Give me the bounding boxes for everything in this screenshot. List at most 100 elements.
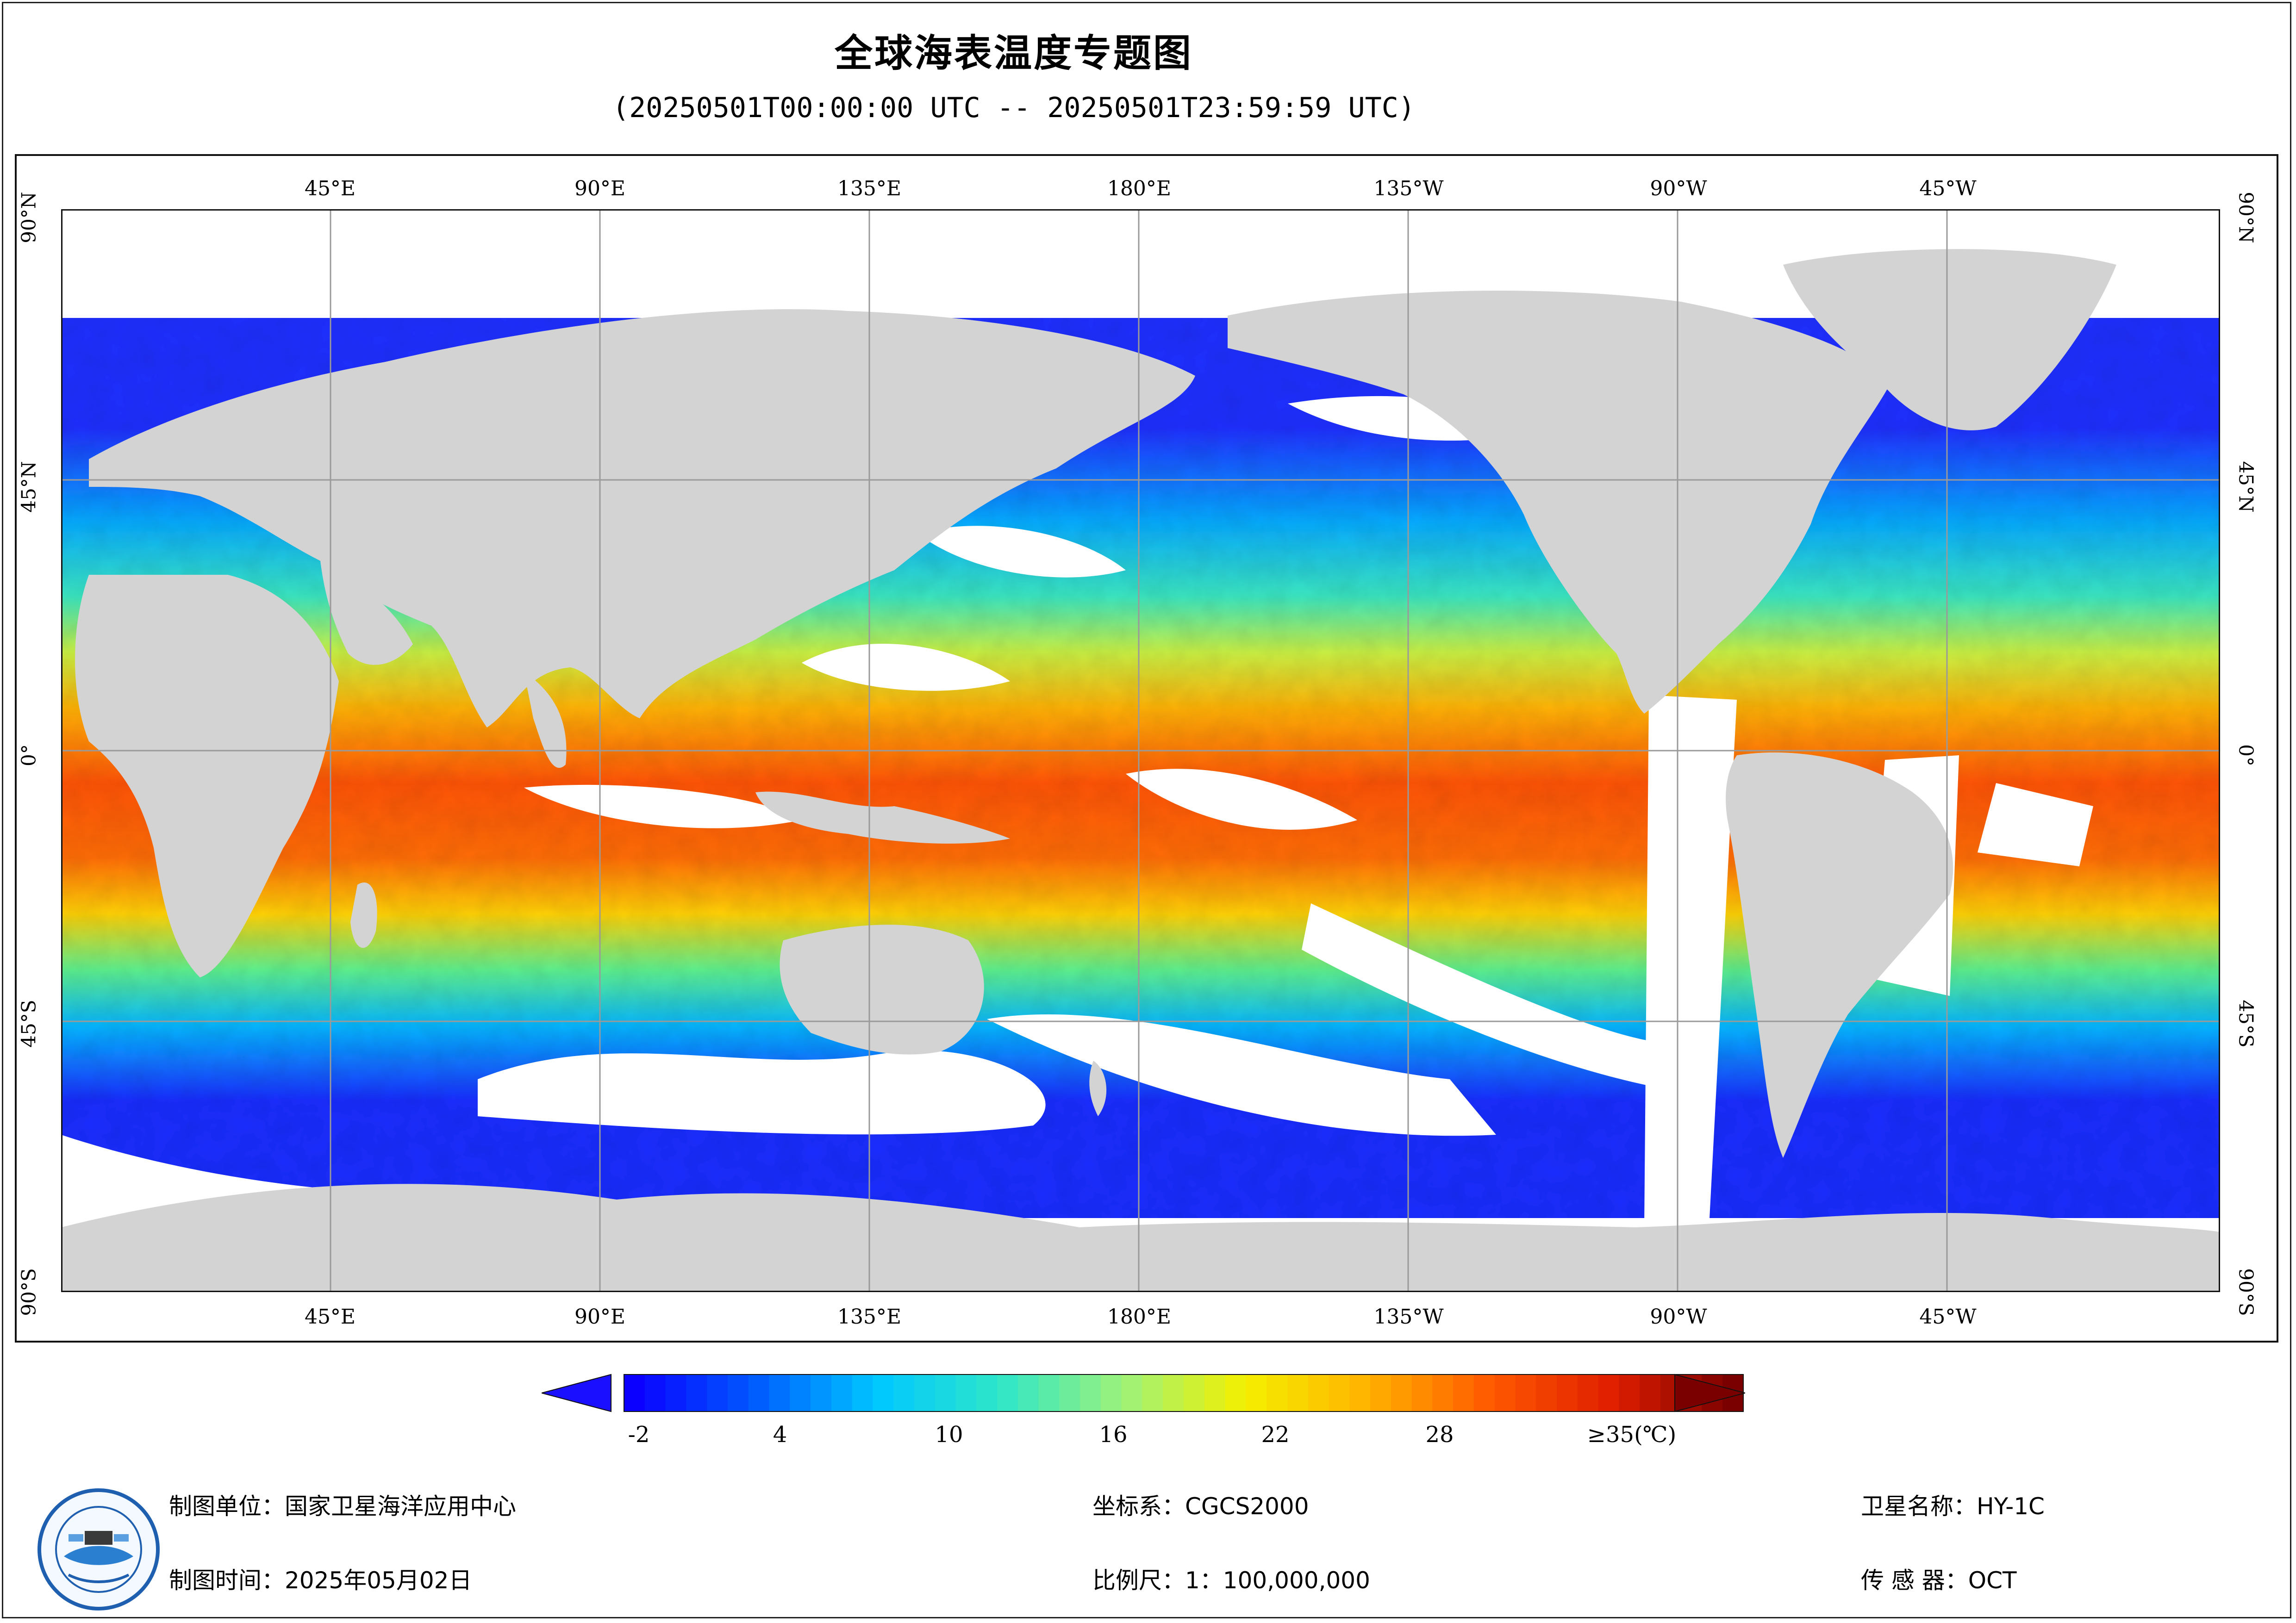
- colorbar-cell: [727, 1374, 749, 1412]
- colorbar-cell: [1059, 1374, 1080, 1412]
- map-extent: [61, 209, 2220, 1292]
- land: [61, 249, 2220, 1292]
- colorbar-tick-10: 10: [935, 1422, 963, 1448]
- colorbar-cell: [1619, 1374, 1640, 1412]
- lat-label-left-45s: 45°S: [17, 1000, 40, 1048]
- lat-label-right-45n: 45°N: [2234, 461, 2258, 513]
- colorbar-cell: [914, 1374, 936, 1412]
- colorbar-cell: [1536, 1374, 1557, 1412]
- colorbar-tick-16: 16: [1099, 1422, 1128, 1448]
- land-eurasia: [89, 309, 1195, 728]
- colorbar-cell: [852, 1374, 873, 1412]
- footer-crs: 坐标系：CGCS2000: [1092, 1493, 1309, 1520]
- colorbar-cell: [1577, 1374, 1599, 1412]
- land-arabia: [320, 561, 413, 665]
- lon-label-top-180: 180°E: [1107, 177, 1172, 200]
- colorbar-cell: [976, 1374, 998, 1412]
- colorbar-cell: [893, 1374, 915, 1412]
- land-africa: [75, 575, 339, 977]
- land-india: [524, 672, 567, 768]
- lat-label-right-90s: 90°S: [2234, 1268, 2258, 1316]
- land-south-america: [1726, 752, 1953, 1158]
- map-frame: [15, 154, 2278, 1343]
- footer-scale: 比例尺：1：100,000,000: [1092, 1567, 1370, 1594]
- land-north-america: [1228, 291, 1890, 714]
- colorbar-cell: [1308, 1374, 1329, 1412]
- colorbar-max-arrow: [1674, 1374, 1745, 1412]
- lat-label-left-90n: 90°N: [17, 192, 40, 243]
- colorbar-cell: [1100, 1374, 1122, 1412]
- lon-label-bottom-45e: 45°E: [304, 1305, 356, 1329]
- colorbar-cell: [1204, 1374, 1226, 1412]
- colorbar-cell: [1432, 1374, 1454, 1412]
- colorbar-min-arrow: [542, 1374, 611, 1412]
- colorbar-cell: [1411, 1374, 1433, 1412]
- colorbar-cell: [1329, 1374, 1350, 1412]
- colorbar-cell: [1142, 1374, 1163, 1412]
- lon-label-top-135e: 135°E: [837, 177, 902, 200]
- footer-date: 制图时间：2025年05月02日: [169, 1567, 472, 1594]
- colorbar-cell: [997, 1374, 1018, 1412]
- lat-label-right-90n: 90°N: [2234, 192, 2258, 243]
- colorbar-cell: [811, 1374, 832, 1412]
- colorbar-cell: [769, 1374, 790, 1412]
- colorbar-cell: [1370, 1374, 1391, 1412]
- colorbar-cell: [1473, 1374, 1495, 1412]
- lon-label-top-90e: 90°E: [574, 177, 626, 200]
- colorbar-cell: [624, 1374, 645, 1412]
- colorbar-cell: [644, 1374, 666, 1412]
- colorbar-cell: [1080, 1374, 1101, 1412]
- lon-label-bottom-45w: 45°W: [1919, 1305, 1977, 1329]
- land-antarctica: [61, 1184, 2220, 1292]
- colorbar-cell: [1349, 1374, 1371, 1412]
- colorbar-cell: [1267, 1374, 1288, 1412]
- colorbar-cell: [1598, 1374, 1619, 1412]
- colorbar-cell: [1017, 1374, 1039, 1412]
- lon-label-bottom-135e: 135°E: [837, 1305, 902, 1329]
- colorbar-cell: [1494, 1374, 1516, 1412]
- footer-org: 制图单位：国家卫星海洋应用中心: [169, 1493, 516, 1520]
- lon-label-bottom-180: 180°E: [1107, 1305, 1172, 1329]
- colorbar-cell: [1038, 1374, 1060, 1412]
- land-new-zealand: [1089, 1061, 1107, 1116]
- colorbar-cell: [686, 1374, 707, 1412]
- footer-satellite: 卫星名称：HY-1C: [1861, 1493, 2045, 1520]
- colorbar-tick-4: 4: [773, 1422, 787, 1448]
- colorbar-cell: [1453, 1374, 1474, 1412]
- colorbar-cell: [873, 1374, 894, 1412]
- land-indonesia: [755, 791, 1010, 844]
- colorbar-max-label: ≥35(℃): [1587, 1422, 1677, 1448]
- colorbar-cell: [1225, 1374, 1246, 1412]
- colorbar-cell: [665, 1374, 686, 1412]
- lon-label-top-90w: 90°W: [1650, 177, 1707, 200]
- nsoas-logo: [37, 1488, 160, 1611]
- lat-label-right-45s: 45°S: [2234, 1000, 2258, 1048]
- lon-label-top-135w: 135°W: [1373, 177, 1444, 200]
- colorbar-cell: [1246, 1374, 1267, 1412]
- colorbar-cell: [707, 1374, 728, 1412]
- lon-label-top-45e: 45°E: [304, 177, 356, 200]
- colorbar-cell: [1640, 1374, 1661, 1412]
- colorbar-cell: [748, 1374, 770, 1412]
- colorbar-cell: [955, 1374, 977, 1412]
- lat-label-right-0: 0°: [2234, 744, 2258, 766]
- map-title: 全球海表温度专题图: [834, 31, 1193, 75]
- colorbar-tick-28: 28: [1425, 1422, 1454, 1448]
- colorbar-cell: [790, 1374, 811, 1412]
- colorbar-cell: [1515, 1374, 1536, 1412]
- colorbar-cell: [1391, 1374, 1412, 1412]
- lon-label-bottom-135w: 135°W: [1373, 1305, 1444, 1329]
- footer-sensor: 传 感 器：OCT: [1861, 1567, 2017, 1594]
- sst-map: [61, 209, 2220, 1292]
- colorbar-cell: [1557, 1374, 1578, 1412]
- colorbar-cells: [624, 1374, 1744, 1412]
- map-subtitle: (20250501T00:00:00 UTC -- 20250501T23:59…: [612, 92, 1415, 124]
- lon-label-top-45w: 45°W: [1919, 177, 1977, 200]
- land-greenland: [1783, 249, 2116, 430]
- colorbar-tick-neg2: -2: [628, 1422, 650, 1448]
- colorbar-cell: [1163, 1374, 1184, 1412]
- lat-label-left-0: 0°: [17, 744, 40, 766]
- lon-label-bottom-90e: 90°E: [574, 1305, 626, 1329]
- colorbar-cell: [831, 1374, 853, 1412]
